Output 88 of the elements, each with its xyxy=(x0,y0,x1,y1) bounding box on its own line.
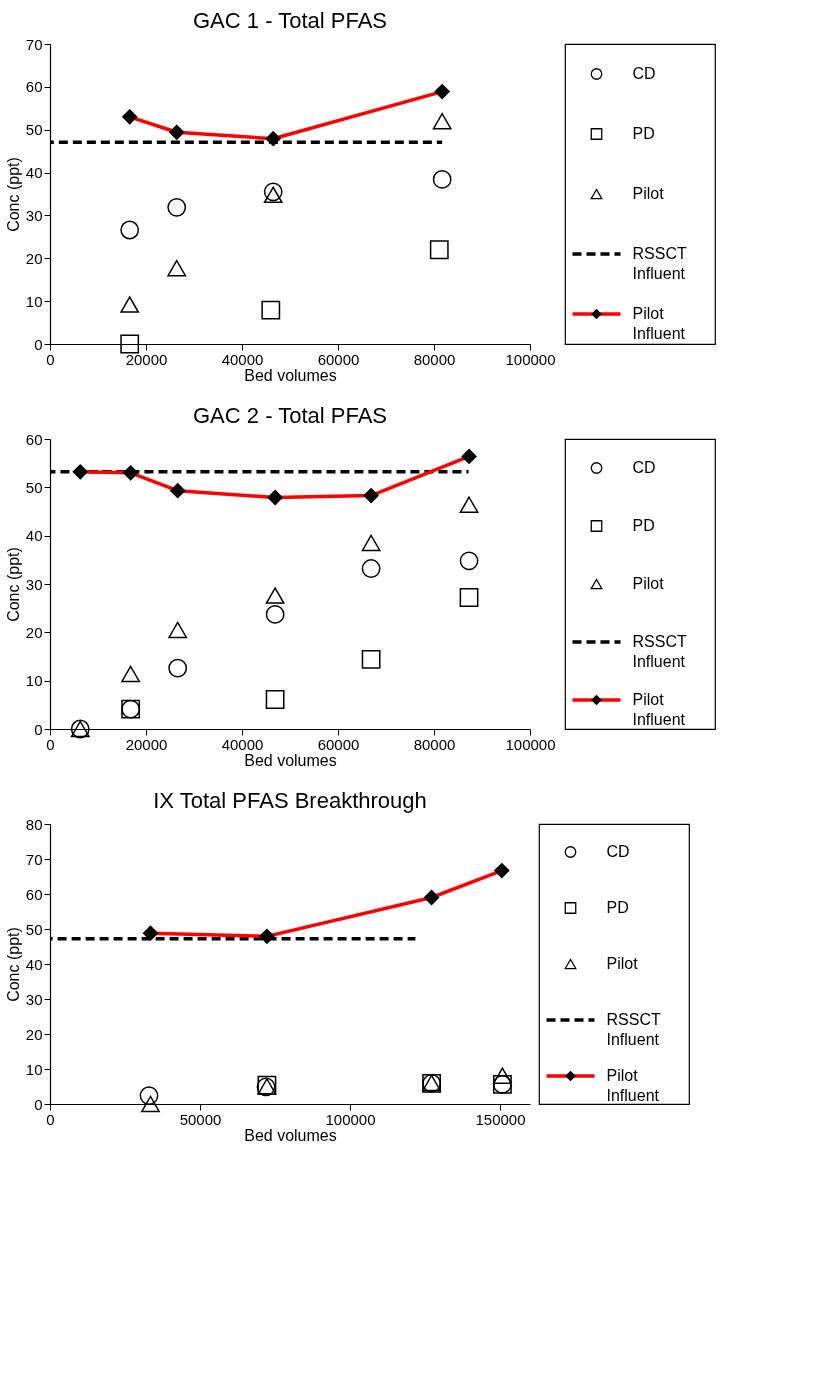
x-tick-label: 20000 xyxy=(125,735,168,753)
y-tick-label: 10 xyxy=(25,1060,43,1078)
legend-label: PD xyxy=(632,517,655,534)
y-tick-label: 40 xyxy=(25,955,43,973)
x-tick-label: 40000 xyxy=(221,350,264,368)
y-tick-label: 40 xyxy=(25,527,43,545)
point xyxy=(265,605,285,624)
legend-label: PD xyxy=(632,125,655,142)
point xyxy=(361,534,381,552)
legend-label: Pilot Influent xyxy=(632,305,686,342)
point xyxy=(261,300,281,320)
point xyxy=(120,220,140,240)
y-axis-title: Conc (ppt) xyxy=(4,927,22,1002)
point xyxy=(121,665,141,683)
chart-title: IX Total PFAS Breakthrough xyxy=(153,788,427,813)
y-tick-label: 60 xyxy=(25,78,43,96)
legend-label: CD xyxy=(632,459,656,476)
chart-title: GAC 2 - Total PFAS xyxy=(192,403,388,428)
y-tick-label: 30 xyxy=(25,990,43,1008)
y-tick-label: 50 xyxy=(25,478,43,496)
x-tick-label: 80000 xyxy=(413,735,456,753)
x-tick-label: 0 xyxy=(46,1110,55,1128)
y-tick-label: 50 xyxy=(25,121,43,139)
point xyxy=(120,296,140,313)
legend-label: Pilot xyxy=(632,575,665,592)
y-tick-label: 30 xyxy=(25,575,43,593)
y-tick-label: 70 xyxy=(25,35,43,53)
point xyxy=(168,621,188,639)
point xyxy=(429,240,449,260)
point xyxy=(492,1067,512,1084)
x-tick-label: 100000 xyxy=(505,350,556,368)
x-tick-label: 100000 xyxy=(505,735,556,753)
x-tick-label: 0 xyxy=(46,735,55,753)
y-tick-label: 70 xyxy=(25,850,43,868)
legend-label: Pilot Influent xyxy=(606,1067,660,1104)
y-tick-label: 0 xyxy=(34,1095,43,1113)
point xyxy=(120,334,140,354)
point xyxy=(432,170,452,189)
point xyxy=(265,690,285,709)
y-tick-label: 10 xyxy=(25,292,43,310)
y-tick-label: 60 xyxy=(25,430,43,448)
x-tick-label: 60000 xyxy=(317,735,360,753)
x-tick-label: 0 xyxy=(46,350,55,368)
x-tick-label: 60000 xyxy=(317,350,360,368)
point xyxy=(265,587,285,604)
y-tick-label: 20 xyxy=(25,249,43,267)
x-tick-label: 20000 xyxy=(125,350,168,368)
chart-title: GAC 1 - Total PFAS xyxy=(192,8,388,33)
point xyxy=(459,551,479,571)
point xyxy=(141,1095,160,1113)
x-tick-label: 100000 xyxy=(325,1110,376,1128)
x-axis-title: Bed volumes xyxy=(244,751,337,769)
y-tick-label: 0 xyxy=(34,335,43,353)
legend-label: CD xyxy=(606,843,630,860)
y-tick-label: 50 xyxy=(25,920,43,938)
y-axis-title: Conc (ppt) xyxy=(4,547,22,622)
point xyxy=(167,259,187,277)
y-tick-label: 40 xyxy=(25,164,43,182)
point xyxy=(432,112,452,130)
y-tick-label: 60 xyxy=(25,885,43,903)
point xyxy=(459,496,479,513)
legend-label: Pilot xyxy=(606,955,639,972)
legend-label: Pilot xyxy=(632,185,665,202)
point xyxy=(139,1086,159,1105)
y-tick-label: 20 xyxy=(25,1025,43,1043)
point xyxy=(361,649,381,669)
point xyxy=(167,197,187,217)
legend-label: RSSCT Influent xyxy=(632,245,687,282)
x-tick-label: 80000 xyxy=(413,350,456,368)
x-axis-title: Bed volumes xyxy=(244,366,337,384)
y-tick-label: 80 xyxy=(25,815,43,833)
legend-label: Pilot Influent xyxy=(632,691,686,728)
x-axis-title: Bed volumes xyxy=(244,1126,337,1144)
point xyxy=(459,588,479,607)
y-tick-label: 20 xyxy=(25,623,43,641)
x-tick-label: 50000 xyxy=(179,1110,222,1128)
legend-label: CD xyxy=(632,65,656,82)
x-tick-label: 40000 xyxy=(221,735,264,753)
y-axis-title: Conc (ppt) xyxy=(4,157,22,232)
point xyxy=(361,559,381,578)
legend-label: PD xyxy=(606,899,629,916)
legend-label: RSSCT Influent xyxy=(606,1011,661,1048)
legend-label: RSSCT Influent xyxy=(632,633,687,670)
x-tick-label: 150000 xyxy=(475,1110,526,1128)
y-tick-label: 30 xyxy=(25,206,43,224)
point xyxy=(168,658,188,678)
y-tick-label: 10 xyxy=(25,672,43,690)
y-tick-label: 0 xyxy=(34,720,43,738)
